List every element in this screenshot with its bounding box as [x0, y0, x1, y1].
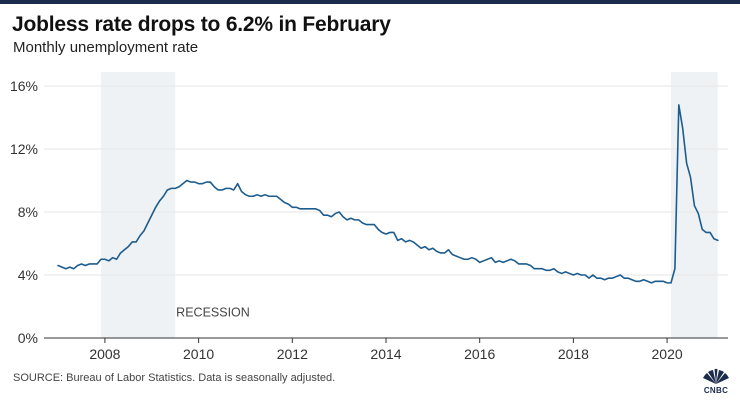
- x-tick-label: 2014: [370, 346, 401, 362]
- x-tick-label: 2018: [558, 346, 589, 362]
- x-tick-label: 2016: [464, 346, 495, 362]
- x-tick-label: 2008: [89, 346, 120, 362]
- y-tick-label: 4%: [18, 267, 38, 283]
- recession-band-1: [101, 72, 176, 338]
- peacock-icon: [703, 368, 729, 384]
- recession-label: RECESSION: [176, 306, 250, 320]
- logo-text: CNBC: [703, 386, 729, 395]
- y-tick-label: 12%: [10, 141, 38, 157]
- source-note: SOURCE: Bureau of Labor Statistics. Data…: [13, 372, 336, 384]
- y-tick-label: 0%: [18, 330, 38, 346]
- series-line-unemployment-rate: [57, 104, 719, 284]
- x-tick-label: 2010: [183, 346, 214, 362]
- y-tick-label: 16%: [10, 78, 38, 94]
- cnbc-logo: CNBC: [696, 363, 736, 397]
- x-tick-label: 2020: [652, 346, 683, 362]
- x-tick-label: 2012: [277, 346, 308, 362]
- y-tick-label: 8%: [18, 204, 38, 220]
- chart-subtitle: Monthly unemployment rate: [13, 39, 199, 56]
- top-accent-bar: [0, 0, 740, 4]
- chart-title: Jobless rate drops to 6.2% in February: [12, 13, 391, 36]
